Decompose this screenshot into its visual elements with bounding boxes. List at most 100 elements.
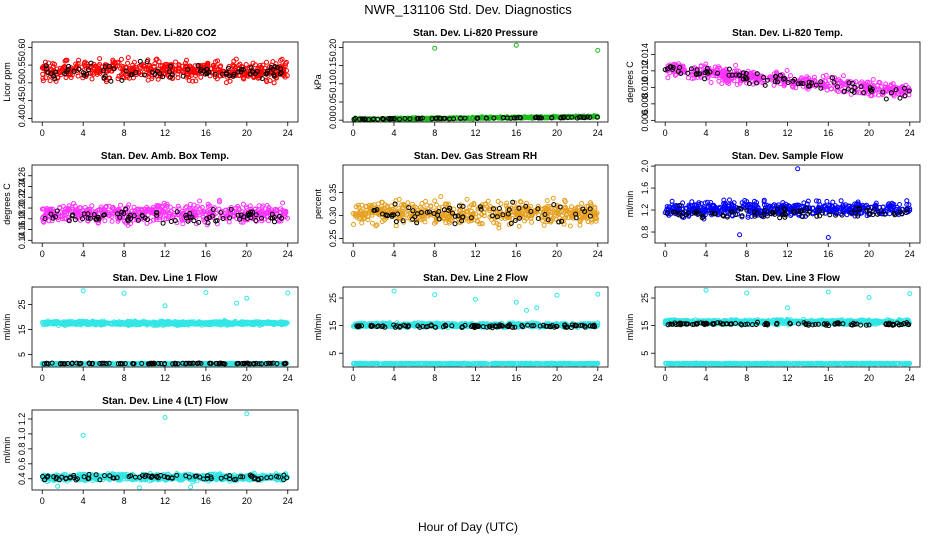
data-point bbox=[790, 81, 796, 87]
data-point bbox=[168, 219, 174, 224]
data-point bbox=[677, 65, 683, 70]
data-point bbox=[723, 66, 729, 72]
data-point bbox=[532, 115, 538, 121]
data-point bbox=[197, 198, 203, 204]
data-point bbox=[549, 115, 555, 121]
data-point bbox=[52, 76, 58, 82]
data-point bbox=[93, 216, 99, 222]
data-point bbox=[529, 219, 535, 225]
x-tick-label: 12 bbox=[160, 249, 170, 259]
data-point bbox=[190, 78, 196, 84]
data-point bbox=[793, 85, 799, 91]
data-point bbox=[829, 86, 834, 92]
x-tick-label: 8 bbox=[744, 128, 749, 138]
data-point bbox=[790, 84, 796, 90]
data-point bbox=[869, 88, 874, 94]
data-point bbox=[702, 76, 708, 82]
data-point bbox=[254, 68, 260, 74]
data-point bbox=[103, 79, 109, 85]
data-point bbox=[131, 213, 137, 219]
data-point bbox=[80, 70, 86, 76]
data-point bbox=[209, 213, 215, 219]
data-point bbox=[274, 207, 280, 213]
data-point bbox=[69, 72, 75, 78]
data-point bbox=[394, 117, 400, 122]
data-point bbox=[759, 73, 765, 79]
data-point bbox=[130, 66, 136, 72]
data-point bbox=[226, 219, 232, 225]
data-point bbox=[66, 63, 72, 69]
data-point bbox=[60, 216, 66, 222]
data-points bbox=[662, 166, 913, 240]
panel-title: Stan. Dev. Sample Flow bbox=[732, 151, 844, 162]
data-point bbox=[141, 72, 147, 78]
x-tick-label: 0 bbox=[663, 249, 668, 259]
y-tick-label: 0.008 bbox=[640, 93, 650, 116]
y-tick-label: 0.18 bbox=[17, 210, 27, 228]
panel-title: Stan. Dev. Gas Stream RH bbox=[414, 151, 537, 162]
data-point bbox=[516, 223, 522, 229]
data-point bbox=[49, 218, 55, 224]
data-point bbox=[85, 64, 91, 70]
data-point bbox=[488, 114, 494, 120]
data-point bbox=[43, 63, 49, 69]
data-point bbox=[237, 216, 243, 222]
data-point bbox=[397, 116, 402, 122]
data-point bbox=[402, 116, 408, 121]
x-tick-label: 0 bbox=[663, 128, 668, 138]
data-point bbox=[249, 69, 255, 74]
x-tick-label: 20 bbox=[552, 249, 562, 259]
data-point bbox=[841, 88, 847, 94]
x-tick-label: 8 bbox=[432, 128, 437, 138]
data-point bbox=[595, 47, 601, 53]
data-point bbox=[784, 68, 790, 73]
data-point bbox=[235, 69, 241, 75]
y-axis-label: kPa bbox=[313, 74, 323, 90]
data-point bbox=[154, 210, 159, 216]
data-point bbox=[88, 60, 94, 66]
data-point bbox=[785, 80, 791, 85]
y-tick-label: 0.26 bbox=[17, 167, 27, 185]
data-point bbox=[792, 76, 798, 82]
data-point bbox=[477, 221, 483, 227]
x-tick-label: 12 bbox=[782, 249, 792, 259]
data-point bbox=[823, 72, 829, 78]
data-point bbox=[50, 215, 56, 221]
data-point bbox=[233, 56, 239, 62]
data-point bbox=[849, 81, 855, 86]
data-point bbox=[62, 215, 68, 221]
data-point bbox=[155, 76, 161, 82]
data-point bbox=[685, 70, 691, 76]
data-point bbox=[897, 202, 902, 207]
data-point bbox=[175, 212, 181, 218]
data-point bbox=[407, 116, 413, 122]
data-point bbox=[162, 210, 168, 216]
x-tick-label: 24 bbox=[593, 128, 603, 138]
data-point bbox=[577, 222, 583, 228]
data-point bbox=[111, 66, 117, 72]
data-point bbox=[279, 215, 284, 221]
data-point bbox=[471, 202, 477, 208]
data-point bbox=[259, 215, 264, 221]
data-point bbox=[726, 66, 732, 72]
data-point bbox=[210, 63, 216, 68]
data-point bbox=[424, 115, 430, 121]
data-point bbox=[118, 56, 124, 62]
x-tick-label: 16 bbox=[201, 128, 211, 138]
data-point bbox=[464, 196, 470, 202]
y-tick-label: 0.40 bbox=[17, 110, 27, 128]
data-point bbox=[352, 211, 358, 217]
data-point bbox=[130, 217, 136, 223]
data-point bbox=[120, 64, 126, 69]
data-point bbox=[373, 223, 379, 229]
data-point bbox=[119, 209, 125, 215]
data-point bbox=[838, 198, 844, 204]
x-tick-label: 4 bbox=[391, 249, 396, 259]
data-point bbox=[89, 203, 95, 209]
data-point bbox=[498, 115, 504, 121]
data-point bbox=[103, 203, 109, 209]
data-point bbox=[66, 203, 72, 209]
y-tick-label: 0.45 bbox=[17, 92, 27, 110]
y-tick-label: 0.010 bbox=[640, 76, 650, 99]
data-point bbox=[733, 62, 739, 68]
